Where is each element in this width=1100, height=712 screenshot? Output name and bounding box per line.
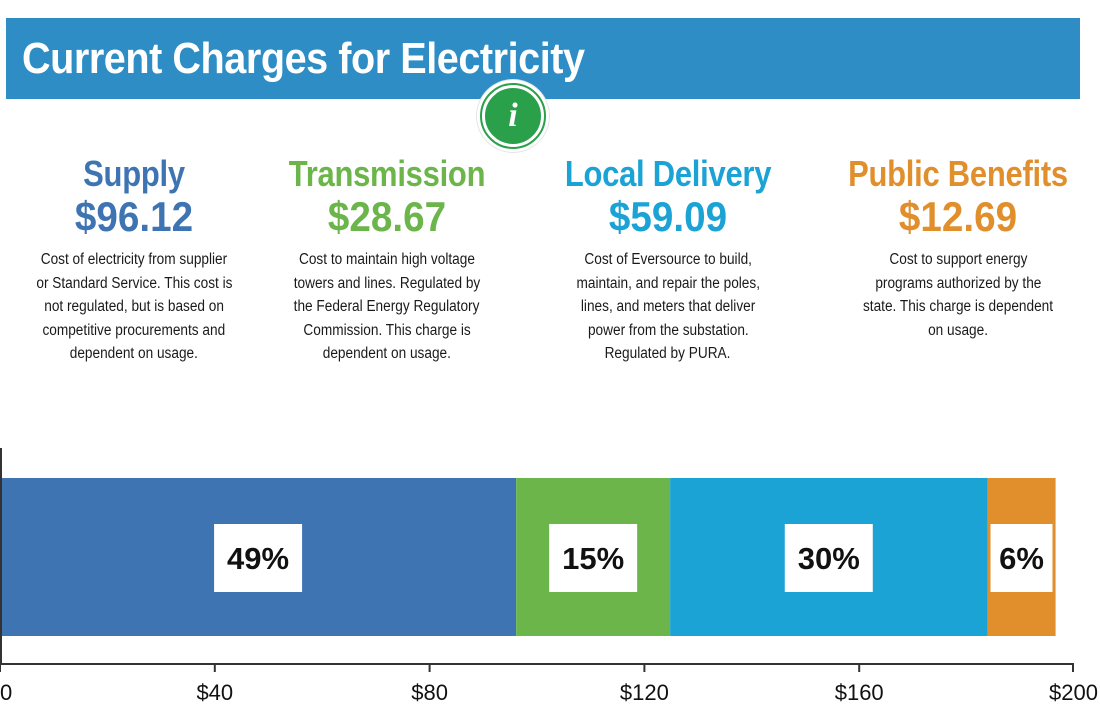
desc-line: Cost to support energy	[889, 251, 1027, 268]
charge-amount: $28.67	[327, 193, 447, 240]
charge-amount: $59.09	[608, 193, 728, 240]
desc-line: dependent on usage.	[69, 345, 199, 362]
charge-description: Cost of Eversource to build, maintain, a…	[540, 248, 796, 366]
x-tick-label: $80	[411, 680, 448, 705]
desc-line: Cost to maintain high voltage	[299, 251, 475, 268]
x-tick-label: $200	[1049, 680, 1098, 705]
desc-line: on usage.	[928, 321, 988, 339]
x-tick-label: $160	[835, 680, 884, 705]
charge-title: Transmission	[288, 153, 486, 194]
data-label: 15%	[562, 541, 624, 576]
charge-column-transmission: Transmission $28.67 Cost to maintain hig…	[262, 152, 512, 366]
data-label-box	[990, 524, 1053, 592]
desc-line: state. This charge is dependent	[862, 298, 1054, 315]
charge-column-supply: Supply $96.12 Cost of electricity from s…	[8, 152, 260, 366]
data-label: 30%	[798, 541, 860, 576]
x-tick-label: 0	[0, 680, 12, 705]
desc-line: or Standard Service. This cost is	[35, 274, 233, 292]
title-banner: Current Charges for Electricity	[6, 18, 1080, 99]
charge-title: Local Delivery	[564, 153, 772, 194]
charge-amount: $96.12	[74, 193, 194, 240]
desc-line: not regulated, but is based on	[44, 298, 224, 315]
info-icon-circle: i	[480, 83, 546, 149]
charge-amount: $12.69	[898, 193, 1018, 240]
charge-description: Cost of electricity from supplier or Sta…	[8, 248, 260, 366]
charge-description: Cost to support energy programs authoriz…	[826, 248, 1090, 342]
desc-line: power from the substation.	[587, 321, 749, 339]
x-tick-label: $120	[620, 680, 669, 705]
desc-line: the Federal Energy Regulatory	[294, 298, 480, 315]
page-title: Current Charges for Electricity	[22, 34, 585, 83]
stacked-bar-chart: 49% 15% 30% 6% 0 $40 $80 $120 $160 $200	[0, 448, 1098, 705]
data-label-box	[784, 524, 873, 592]
info-icon-glyph: i	[508, 97, 518, 134]
x-tick-label: $40	[196, 680, 233, 705]
data-label: 49%	[227, 541, 289, 576]
desc-line: Cost of electricity from supplier	[40, 251, 228, 268]
desc-line: programs authorized by the	[874, 274, 1042, 292]
desc-line: Regulated by PURA.	[605, 345, 731, 362]
charge-title: Supply	[83, 153, 185, 194]
desc-line: towers and lines. Regulated by	[293, 274, 481, 292]
desc-line: Cost of Eversource to build,	[584, 251, 752, 268]
desc-line: dependent on usage.	[322, 345, 452, 362]
data-label: 6%	[999, 541, 1044, 576]
desc-line: Commission. This charge is	[303, 321, 471, 339]
charge-title: Public Benefits	[848, 153, 1068, 194]
charge-description: Cost to maintain high voltage towers and…	[262, 248, 512, 366]
info-icon[interactable]: i	[477, 80, 549, 152]
charge-column-public-benefits: Public Benefits $12.69 Cost to support e…	[826, 152, 1090, 342]
charge-column-local-delivery: Local Delivery $59.09 Cost of Eversource…	[540, 152, 796, 366]
desc-line: lines, and meters that deliver	[580, 298, 756, 315]
desc-line: competitive procurements and	[42, 321, 226, 339]
desc-line: maintain, and repair the poles,	[576, 274, 760, 292]
data-label-box	[549, 524, 638, 592]
data-label-box	[214, 524, 303, 592]
